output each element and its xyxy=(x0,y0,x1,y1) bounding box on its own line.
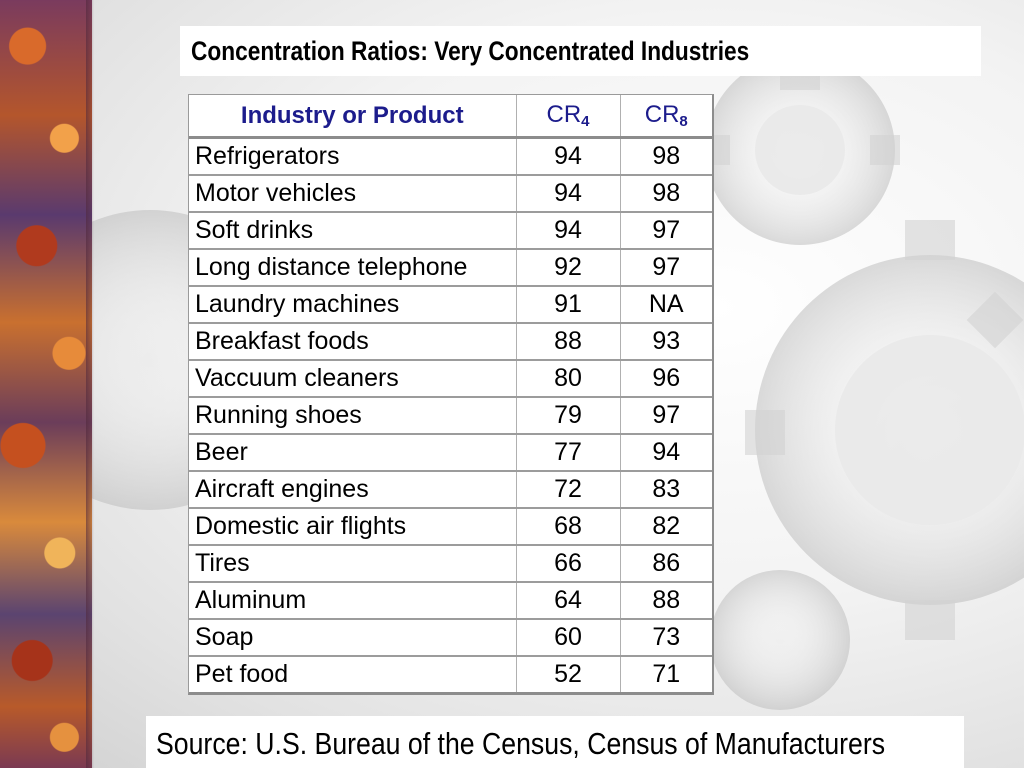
industry-name-cell: Tires xyxy=(189,545,517,583)
cr4-cell: 66 xyxy=(516,545,621,583)
table-header-row: Industry or Product CR4 CR8 xyxy=(189,95,712,139)
cr4-cell: 88 xyxy=(516,323,621,361)
source-citation: Source: U.S. Bureau of the Census, Censu… xyxy=(156,726,886,761)
table-row: Long distance telephone 92 97 xyxy=(189,249,712,287)
header-industry: Industry or Product xyxy=(189,95,517,139)
industry-name-cell: Motor vehicles xyxy=(189,175,517,213)
header-cr8-base: CR xyxy=(644,101,680,128)
cr8-cell: 93 xyxy=(620,323,712,361)
industry-name-cell: Laundry machines xyxy=(189,286,517,324)
cr4-cell: 52 xyxy=(516,656,621,692)
industry-name-cell: Long distance telephone xyxy=(189,249,517,287)
cr8-cell: 88 xyxy=(620,582,712,620)
cr4-cell: 77 xyxy=(516,434,621,472)
cr8-cell: 82 xyxy=(620,508,712,546)
cr4-cell: 91 xyxy=(516,286,621,324)
decorative-left-strip xyxy=(0,0,92,768)
industry-name-cell: Refrigerators xyxy=(189,137,517,176)
slide-title: Concentration Ratios: Very Concentrated … xyxy=(191,36,750,66)
cr8-cell: 97 xyxy=(620,212,712,250)
header-cr4: CR4 xyxy=(516,95,621,139)
source-box: Source: U.S. Bureau of the Census, Censu… xyxy=(146,716,964,768)
cr4-cell: 72 xyxy=(516,471,621,509)
table-row: Tires 66 86 xyxy=(189,545,712,583)
industry-name-cell: Aircraft engines xyxy=(189,471,517,509)
title-box: Concentration Ratios: Very Concentrated … xyxy=(180,26,981,76)
cr8-cell: 83 xyxy=(620,471,712,509)
cr4-cell: 64 xyxy=(516,582,621,620)
table-row: Vaccuum cleaners 80 96 xyxy=(189,360,712,398)
industry-name-cell: Breakfast foods xyxy=(189,323,517,361)
table-row: Running shoes 79 97 xyxy=(189,397,712,435)
cr8-cell: 96 xyxy=(620,360,712,398)
header-cr8: CR8 xyxy=(620,95,712,139)
industry-name-cell: Soft drinks xyxy=(189,212,517,250)
table-row: Pet food 52 71 xyxy=(189,656,712,692)
industry-name-cell: Soap xyxy=(189,619,517,657)
industry-name-cell: Domestic air flights xyxy=(189,508,517,546)
cr4-cell: 92 xyxy=(516,249,621,287)
industry-name-cell: Aluminum xyxy=(189,582,517,620)
cr4-cell: 68 xyxy=(516,508,621,546)
cr8-cell: 97 xyxy=(620,249,712,287)
header-cr8-sub: 8 xyxy=(679,113,688,130)
table-row: Aircraft engines 72 83 xyxy=(189,471,712,509)
industry-name-cell: Beer xyxy=(189,434,517,472)
cr4-cell: 94 xyxy=(516,175,621,213)
table-row: Aluminum 64 88 xyxy=(189,582,712,620)
table-row: Breakfast foods 88 93 xyxy=(189,323,712,361)
concentration-table: Industry or Product CR4 CR8 Refrigerator… xyxy=(189,95,712,692)
table-row: Domestic air flights 68 82 xyxy=(189,508,712,546)
table-row: Motor vehicles 94 98 xyxy=(189,175,712,213)
cr4-cell: 94 xyxy=(516,137,621,176)
table-row: Beer 77 94 xyxy=(189,434,712,472)
concentration-table-container: Industry or Product CR4 CR8 Refrigerator… xyxy=(188,94,714,695)
cr8-cell: 94 xyxy=(620,434,712,472)
cr8-cell: NA xyxy=(620,286,712,324)
left-strip-edge xyxy=(86,0,94,768)
header-cr4-sub: 4 xyxy=(581,113,590,130)
cr8-cell: 71 xyxy=(652,660,681,688)
table-row: Soft drinks 94 97 xyxy=(189,212,712,250)
industry-name-cell: Pet food xyxy=(189,656,517,692)
cr4-cell: 80 xyxy=(516,360,621,398)
header-cr4-base: CR xyxy=(546,101,582,128)
cr8-cell: 98 xyxy=(620,137,712,176)
table-row: Laundry machines 91 NA xyxy=(189,286,712,324)
cr4-cell: 60 xyxy=(516,619,621,657)
industry-name-cell: Running shoes xyxy=(189,397,517,435)
table-row: Soap 60 73 xyxy=(189,619,712,657)
cr8-cell: 86 xyxy=(620,545,712,583)
cr4-cell: 79 xyxy=(516,397,621,435)
cr8-cell: 97 xyxy=(620,397,712,435)
industry-name-cell: Vaccuum cleaners xyxy=(189,360,517,398)
table-row: Refrigerators 94 98 xyxy=(189,137,712,176)
cr8-cell: 73 xyxy=(620,619,712,657)
cr8-cell: 98 xyxy=(620,175,712,213)
cr4-cell: 94 xyxy=(516,212,621,250)
header-industry-label: Industry or Product xyxy=(240,101,464,129)
